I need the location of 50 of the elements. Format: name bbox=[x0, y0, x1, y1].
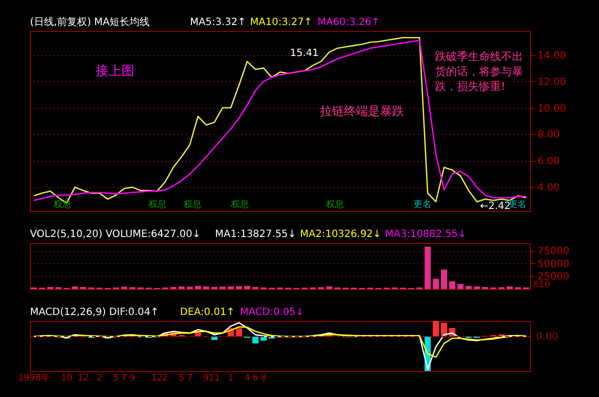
annotation: 更名 bbox=[414, 199, 432, 210]
text: MA5:3.32↑ bbox=[190, 17, 246, 28]
x-tick-label: 11 bbox=[208, 374, 220, 384]
x-tick-label: 2 bbox=[162, 374, 168, 384]
y-tick-label: 75000 bbox=[538, 246, 570, 258]
annotation: 更名 bbox=[508, 199, 526, 210]
x-tick-label: 9 bbox=[129, 374, 136, 384]
text: MA3:10882.55↓ bbox=[385, 229, 466, 240]
text: MA1:13827.55↓ bbox=[215, 229, 296, 240]
x-tick-label: 5 bbox=[178, 374, 184, 384]
y-tick-label: 8.00 bbox=[538, 130, 560, 141]
text: MA10:3.27↑ bbox=[250, 17, 312, 28]
x-tick-label: 9 bbox=[203, 374, 210, 384]
text: DEA:0.01↑ bbox=[180, 307, 235, 318]
y-tick-label: 6.00 bbox=[538, 156, 560, 168]
text: VOL2(5,10,20) VOLUME:6427.00↓ bbox=[30, 229, 201, 240]
ref-line-label: 0.00 bbox=[536, 332, 558, 343]
y-tick-label: 12.00 bbox=[538, 76, 566, 88]
text: X10 bbox=[532, 280, 550, 290]
text: MACD:0.05↓ bbox=[240, 307, 304, 318]
y-tick-label: 14.00 bbox=[538, 50, 566, 62]
x-tick-label: 5 bbox=[113, 374, 119, 384]
x-tick-label: 7 bbox=[186, 374, 193, 384]
y-tick-label: 50000 bbox=[538, 258, 570, 270]
y-tick-label: 10.00 bbox=[538, 103, 566, 114]
x-tick-label: 12 bbox=[77, 374, 89, 384]
x-tick-label: 6 bbox=[252, 374, 259, 384]
text: (日线,前复权) MA短长均线 bbox=[30, 16, 150, 28]
x-tick-label: 8 bbox=[260, 374, 267, 384]
x-tick-label: 1 bbox=[228, 374, 234, 384]
x-tick-label: 7 bbox=[121, 374, 127, 384]
x-tick-label: 2 bbox=[96, 374, 102, 384]
x-tick-label: 10 bbox=[60, 374, 73, 384]
annotation: 权息 bbox=[325, 199, 344, 210]
annotation: ←2.42 bbox=[480, 201, 511, 212]
text: MA2:10326.92↓ bbox=[300, 229, 382, 240]
annotation: 权息 bbox=[230, 199, 249, 210]
annotation: 跌破季生命线不出货的话，将参与暴跌，损失惨重! bbox=[435, 50, 523, 93]
annotation: 15.41 bbox=[290, 48, 319, 59]
text: MACD(12,26,9) DIF:0.04↑ bbox=[30, 307, 159, 318]
annotation: 权息 bbox=[182, 199, 202, 210]
x-tick-label: 4 bbox=[244, 374, 250, 384]
x-tick-label: 12 bbox=[151, 374, 163, 384]
annotation: 权息 bbox=[148, 199, 166, 210]
annotation: 拉链终端是暴跌 bbox=[320, 104, 404, 118]
text: MA60:3.26↑ bbox=[318, 17, 380, 28]
x-tick-label: 1998年 bbox=[18, 372, 50, 384]
annotation: 接上图 bbox=[96, 64, 134, 79]
y-tick-label: 4.00 bbox=[538, 182, 560, 194]
annotation: 权息 bbox=[52, 199, 72, 210]
